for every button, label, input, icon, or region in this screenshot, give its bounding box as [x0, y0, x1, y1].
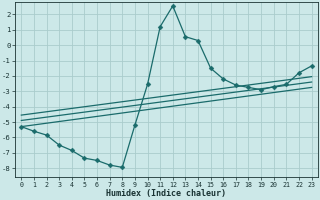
X-axis label: Humidex (Indice chaleur): Humidex (Indice chaleur) — [107, 189, 227, 198]
